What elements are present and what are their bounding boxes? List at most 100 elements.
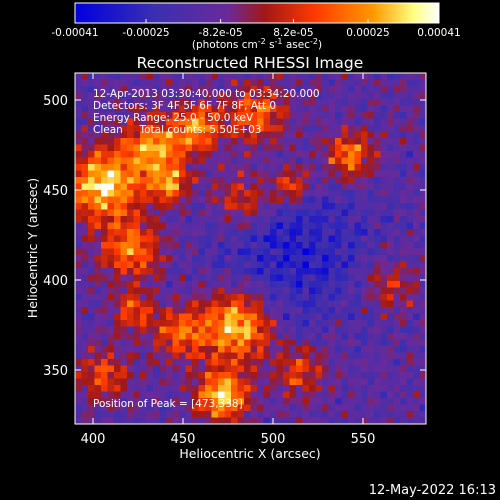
heatmap-cell bbox=[192, 118, 199, 126]
heatmap-cell bbox=[361, 339, 368, 347]
heatmap-cell bbox=[270, 268, 277, 275]
heatmap-cell bbox=[192, 164, 199, 171]
heatmap-cell bbox=[309, 339, 316, 347]
heatmap-cell bbox=[257, 320, 264, 327]
heatmap-cell bbox=[211, 391, 219, 399]
heatmap-cell bbox=[237, 365, 245, 373]
heatmap-cell bbox=[107, 339, 115, 347]
heatmap-cell bbox=[244, 300, 251, 308]
heatmap-cell bbox=[198, 203, 206, 210]
heatmap-cell bbox=[75, 261, 82, 269]
heatmap-cell bbox=[172, 73, 180, 80]
heatmap-cell bbox=[81, 177, 89, 184]
heatmap-cell bbox=[406, 131, 414, 139]
heatmap-cell bbox=[179, 125, 186, 132]
heatmap-cell bbox=[413, 352, 420, 360]
heatmap-cell bbox=[192, 86, 199, 93]
heatmap-cell bbox=[335, 339, 342, 347]
heatmap-cell bbox=[205, 125, 212, 132]
heatmap-cell bbox=[335, 229, 342, 236]
heatmap-cell bbox=[101, 177, 108, 184]
heatmap-cell bbox=[237, 255, 245, 262]
heatmap-cell bbox=[211, 404, 219, 412]
y-tick-label: 400 bbox=[43, 274, 68, 289]
heatmap-cell bbox=[341, 404, 349, 412]
heatmap-cell bbox=[101, 385, 108, 392]
heatmap-cell bbox=[289, 320, 297, 327]
heatmap-cell bbox=[419, 346, 427, 353]
heatmap-cell bbox=[75, 274, 82, 282]
heatmap-cell bbox=[231, 222, 238, 230]
heatmap-cell bbox=[393, 235, 401, 243]
heatmap-cell bbox=[211, 378, 219, 386]
heatmap-cell bbox=[374, 99, 381, 106]
heatmap-cell bbox=[192, 79, 199, 87]
heatmap-cell bbox=[153, 196, 160, 204]
heatmap-cell bbox=[328, 320, 336, 327]
heatmap-cell bbox=[263, 346, 271, 353]
heatmap-cell bbox=[315, 164, 323, 171]
heatmap-cell bbox=[159, 125, 167, 132]
heatmap-cell bbox=[75, 131, 82, 139]
heatmap-cell bbox=[419, 118, 427, 126]
heatmap-cell bbox=[289, 274, 297, 282]
heatmap-cell bbox=[205, 391, 212, 399]
heatmap-cell bbox=[413, 281, 420, 288]
heatmap-cell bbox=[270, 359, 277, 366]
heatmap-cell bbox=[380, 229, 388, 236]
heatmap-cell bbox=[393, 222, 401, 230]
heatmap-cell bbox=[107, 359, 115, 366]
heatmap-cell bbox=[179, 274, 186, 282]
heatmap-cell bbox=[101, 248, 108, 256]
heatmap-cell bbox=[257, 404, 264, 412]
heatmap-cell bbox=[140, 209, 147, 217]
heatmap-cell bbox=[309, 385, 316, 392]
heatmap-cell bbox=[179, 157, 186, 165]
heatmap-cell bbox=[276, 190, 284, 197]
heatmap-cell bbox=[380, 281, 388, 288]
heatmap-cell bbox=[387, 157, 394, 165]
heatmap-cell bbox=[309, 404, 316, 412]
heatmap-cell bbox=[140, 261, 147, 269]
heatmap-cell bbox=[75, 411, 82, 418]
heatmap-cell bbox=[315, 404, 323, 412]
heatmap-cell bbox=[244, 229, 251, 236]
heatmap-cell bbox=[218, 138, 225, 145]
heatmap-cell bbox=[322, 92, 329, 100]
heatmap-cell bbox=[140, 372, 147, 379]
heatmap-cell bbox=[88, 313, 95, 321]
heatmap-cell bbox=[250, 79, 258, 87]
heatmap-cell bbox=[354, 92, 362, 100]
heatmap-cell bbox=[159, 255, 167, 262]
heatmap-cell bbox=[244, 138, 251, 145]
heatmap-cell bbox=[88, 164, 95, 171]
heatmap-cell bbox=[107, 411, 115, 418]
heatmap-cell bbox=[283, 398, 290, 405]
heatmap-cell bbox=[354, 398, 362, 405]
heatmap-cell bbox=[179, 411, 186, 418]
heatmap-cell bbox=[419, 131, 427, 139]
heatmap-cell bbox=[205, 255, 212, 262]
heatmap-cell bbox=[127, 313, 134, 321]
heatmap-cell bbox=[348, 352, 355, 360]
heatmap-cell bbox=[127, 105, 134, 113]
heatmap-cell bbox=[335, 222, 342, 230]
heatmap-cell bbox=[367, 352, 375, 360]
heatmap-cell bbox=[172, 203, 180, 210]
heatmap-cell bbox=[127, 209, 134, 217]
heatmap-cell bbox=[361, 352, 368, 360]
heatmap-cell bbox=[211, 235, 219, 243]
heatmap-cell bbox=[192, 294, 199, 301]
heatmap-cell bbox=[380, 222, 388, 230]
heatmap-cell bbox=[211, 170, 219, 178]
heatmap-cell bbox=[374, 118, 381, 126]
heatmap-cell bbox=[88, 222, 95, 230]
heatmap-cell bbox=[146, 359, 154, 366]
heatmap-cell bbox=[413, 112, 420, 119]
heatmap-cell bbox=[250, 177, 258, 184]
heatmap-cell bbox=[198, 268, 206, 275]
heatmap-cell bbox=[406, 268, 414, 275]
heatmap-cell bbox=[309, 326, 316, 334]
heatmap-cell bbox=[374, 352, 381, 360]
heatmap-cell bbox=[81, 281, 89, 288]
